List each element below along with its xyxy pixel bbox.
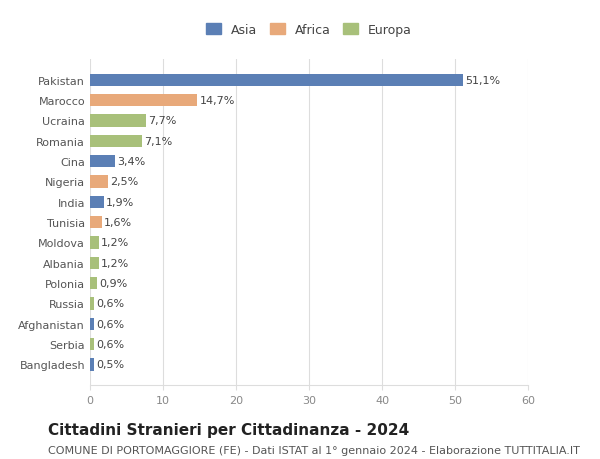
Text: 14,7%: 14,7% xyxy=(199,96,235,106)
Text: 51,1%: 51,1% xyxy=(465,76,500,85)
Text: COMUNE DI PORTOMAGGIORE (FE) - Dati ISTAT al 1° gennaio 2024 - Elaborazione TUTT: COMUNE DI PORTOMAGGIORE (FE) - Dati ISTA… xyxy=(48,445,580,455)
Bar xyxy=(90,358,94,371)
Bar xyxy=(90,95,197,107)
Bar xyxy=(90,237,99,249)
Text: 1,6%: 1,6% xyxy=(104,218,132,228)
Text: 7,1%: 7,1% xyxy=(144,136,172,146)
Text: 0,6%: 0,6% xyxy=(97,319,125,329)
Bar xyxy=(90,135,142,147)
Text: 0,6%: 0,6% xyxy=(97,339,125,349)
Text: 3,4%: 3,4% xyxy=(117,157,145,167)
Bar xyxy=(90,115,146,127)
Bar xyxy=(90,257,99,269)
Bar xyxy=(90,338,94,351)
Text: 7,7%: 7,7% xyxy=(148,116,177,126)
Text: Cittadini Stranieri per Cittadinanza - 2024: Cittadini Stranieri per Cittadinanza - 2… xyxy=(48,422,409,437)
Bar xyxy=(90,156,115,168)
Legend: Asia, Africa, Europa: Asia, Africa, Europa xyxy=(206,23,412,37)
Text: 1,2%: 1,2% xyxy=(101,238,129,248)
Text: 1,2%: 1,2% xyxy=(101,258,129,268)
Bar xyxy=(90,196,104,208)
Bar xyxy=(90,318,94,330)
Bar xyxy=(90,176,108,188)
Text: 2,5%: 2,5% xyxy=(110,177,139,187)
Text: 0,5%: 0,5% xyxy=(96,360,124,369)
Bar xyxy=(90,298,94,310)
Text: 0,9%: 0,9% xyxy=(99,279,127,288)
Bar xyxy=(90,74,463,87)
Text: 1,9%: 1,9% xyxy=(106,197,134,207)
Bar xyxy=(90,217,101,229)
Text: 0,6%: 0,6% xyxy=(97,299,125,309)
Bar xyxy=(90,277,97,290)
